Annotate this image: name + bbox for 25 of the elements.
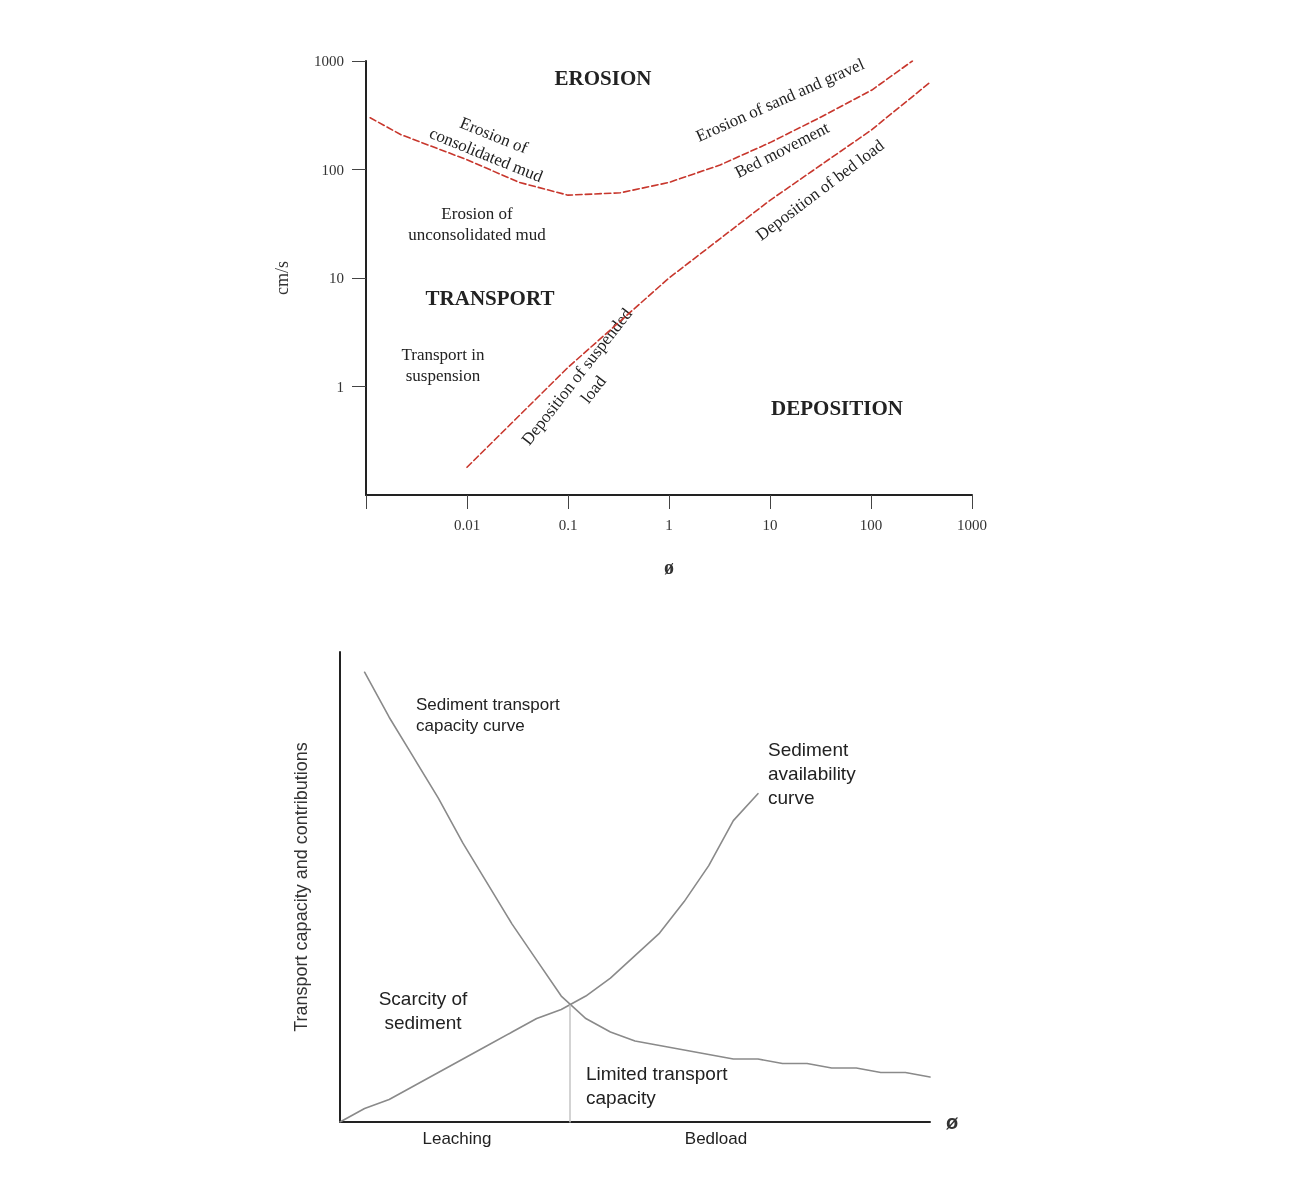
x-tick-label: 10: [762, 516, 778, 533]
text: Leaching: [422, 1128, 492, 1148]
x-axis-title: ø: [664, 556, 674, 578]
y-axis-title: cm/s: [272, 261, 292, 295]
x-tick-label: 1000: [957, 516, 987, 533]
annotation: Sediment availability curve: [768, 738, 857, 808]
annotation: Erosion of unconsolidated mud: [408, 204, 547, 244]
x-tick-label: 0.01: [453, 516, 481, 533]
y-tick-label: 10: [329, 270, 344, 286]
text: Bedload: [684, 1128, 748, 1148]
y-tick-label: 1000: [314, 53, 344, 69]
x-tick-label: 100: [859, 516, 883, 533]
x-tick-label: 1: [665, 516, 673, 533]
annotation: Limited transport capacity: [586, 1062, 729, 1108]
annotation: Scarcity of sediment: [378, 987, 469, 1033]
x-axis-title: ø: [946, 1111, 959, 1133]
annotation: TRANSPORT: [425, 286, 555, 310]
y-tick-label: 100: [321, 161, 344, 178]
annotation: DEPOSITION: [771, 396, 903, 420]
annotation: Sediment transport capacity curve: [416, 695, 560, 735]
annotation: Transport in suspension: [401, 345, 485, 385]
annotation: EROSION: [554, 66, 652, 90]
x-tick-label: 0.1: [558, 516, 578, 533]
y-tick-label: 1: [336, 378, 344, 395]
y-axis-title: Transport capacity and contributions: [291, 742, 311, 1032]
